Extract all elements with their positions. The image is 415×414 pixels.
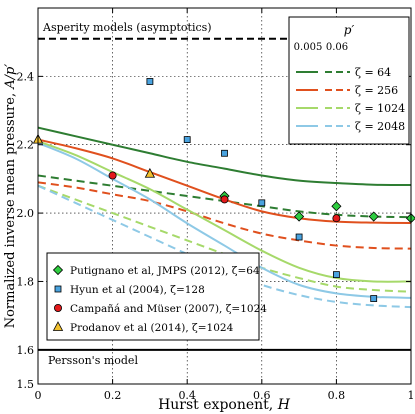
data-point-square [183,136,191,144]
marker-legend-box [46,252,260,341]
data-point-diamond [294,211,305,222]
line-legend-title: p′ [344,23,355,37]
x-tick-label: 0 [35,389,42,402]
line-legend-col-1: 0.06 [326,42,348,53]
series-line-64-p0005 [38,126,411,187]
plot-frame [37,7,412,385]
line-legend-box [288,16,410,145]
data-point-square [332,271,340,279]
x-tick-label: 0.8 [328,389,346,402]
data-point-square [370,295,378,302]
line-legend-col-0: 0.005 [294,42,323,53]
y-tick-label: 1.8 [17,275,35,288]
x-tick-label: 1 [408,389,415,402]
marker-legend-label: Prodanov et al (2014), ζ=1024 [70,322,234,334]
series-line-256-p006 [38,181,411,250]
data-point-square [295,233,303,241]
legend-zeta-label: ζ = 2048 [355,120,405,133]
series-line-2048-p0005 [38,142,411,299]
marker-legend-label: Hyun et al (2004), ζ=128 [70,284,205,296]
x-tick-label: 0.6 [253,389,271,402]
series-line-1024-p0005 [38,140,411,283]
series-line-2048-p006 [38,184,411,309]
data-point-circle [220,195,229,204]
asperity-reference-label: Asperity models (asymptotics) [42,21,212,34]
data-point-diamond [331,201,342,212]
legend-marker-diamond [52,264,64,276]
x-tick-label: 0.2 [104,389,122,402]
data-point-square [146,78,154,85]
y-tick-label: 2.0 [17,207,35,220]
data-point-circle [108,171,117,180]
data-markers [32,78,415,302]
persson-reference-label: Persson's model [48,354,138,367]
y-tick-label: 1.5 [17,378,35,391]
data-point-triangle [144,167,156,178]
data-point-diamond [368,211,379,222]
data-point-circle [332,214,341,223]
x-axis-label: Hurst exponent, H [158,397,291,413]
y-tick-label: 2.4 [17,70,35,83]
line-legend: p′ 0.005 0.06 ζ = 64 ζ = 256 ζ = 1024 ζ = 2… [288,16,410,145]
marker-legend-label: Putignano et al, JMPS (2012), ζ=64 [70,265,260,277]
x-tick-label: 0.4 [178,389,196,402]
legend-marker-circle [54,303,63,312]
y-tick-label: 2.2 [17,139,35,152]
data-point-square [221,149,228,157]
legend-zeta-label: ζ = 64 [355,66,391,79]
y-axis-label: Normalized inverse mean pressure, A/p′ [3,64,18,329]
y-tick-label: 1.6 [17,344,35,357]
data-point-square [258,199,266,207]
marker-legend-label: Campañá and Müser (2007), ζ=1024 [70,303,267,315]
marker-legend: Putignano et al, JMPS (2012), ζ=64 Hyun e… [46,252,267,341]
axis-ticks: 0 0.2 0.4 0.6 0.8 1 1.5 1.6 1.8 2.0 2.2 2.4 [17,8,415,402]
legend-marker-triangle [52,321,64,331]
legend-zeta-label: ζ = 256 [355,84,398,97]
legend-marker-square [54,285,62,293]
legend-zeta-label: ζ = 1024 [355,102,405,115]
